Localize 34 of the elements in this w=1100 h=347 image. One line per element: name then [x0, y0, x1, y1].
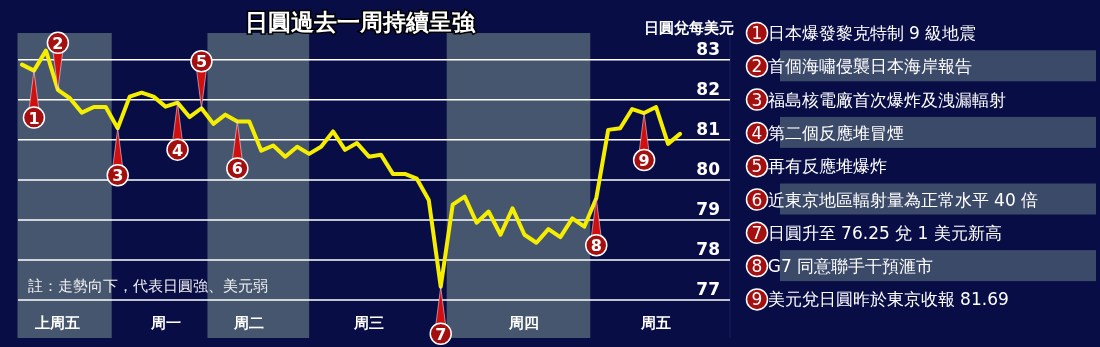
y-tick-label: 77: [696, 278, 720, 299]
x-tick-label: 周三: [352, 314, 384, 332]
annotation: 註：走勢向下，代表日圓強、美元弱: [28, 277, 268, 295]
annotation: 2: [52, 33, 64, 53]
annotation: 5: [195, 52, 208, 72]
annotation: 4: [171, 140, 184, 160]
annotation: 6: [231, 159, 243, 179]
text: 9 美元兌日圓昨於東京收報 81.69: [751, 289, 1009, 310]
chart-title: 日圓過去一周持續呈強: [245, 9, 476, 35]
text: 7 日圓升至 76.25 兌 1 美元新高: [751, 222, 1002, 243]
y-tick-label: 83: [696, 38, 720, 59]
text: 1 日本爆發黎克特制 9 級地震: [751, 23, 977, 43]
x-tick-label: 周四: [508, 314, 540, 332]
y-tick-label: 81: [696, 118, 720, 139]
annotation: 9: [638, 151, 650, 171]
text: 6 近東京地區輻射量為正常水平 40 倍: [751, 189, 1039, 210]
y-tick-label: 80: [696, 158, 721, 179]
x-tick-label: 周一: [149, 314, 181, 332]
annotation: 3: [112, 166, 124, 186]
x-tick-label: 上周五: [34, 314, 81, 332]
text: 5 再有反應堆爆炸: [751, 156, 887, 177]
text: 2 首個海嘯侵襲日本海岸報告: [751, 56, 972, 77]
y-tick-label: 78: [696, 238, 720, 259]
annotation: 7: [435, 324, 447, 344]
text: 8 G7 同意聯手干預滙市: [751, 256, 934, 277]
text: 4 第二個反應堆冒煙: [751, 122, 904, 143]
text: 3 福島核電廠首次爆炸及洩漏輻射: [751, 89, 1006, 110]
y-tick-label: 79: [696, 198, 720, 219]
y-axis-title: 日圓兌每美元: [644, 19, 734, 37]
annotation: 1: [28, 108, 40, 128]
y-tick-label: 82: [696, 78, 720, 99]
x-tick-label: 周五: [640, 314, 672, 332]
annotation: 8: [590, 236, 602, 256]
x-tick-label: 周二: [233, 314, 265, 332]
